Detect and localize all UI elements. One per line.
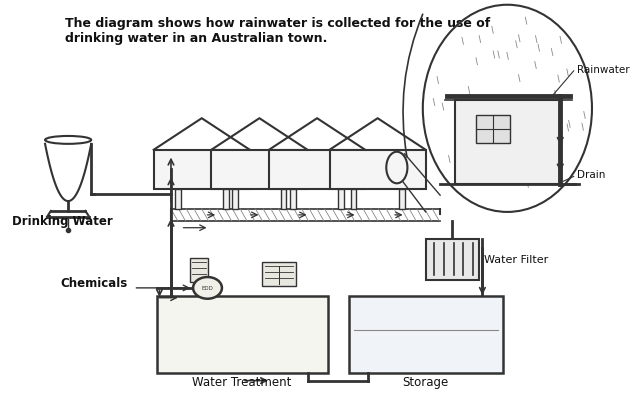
- Bar: [269, 150, 365, 190]
- Bar: [223, 190, 228, 209]
- Bar: [476, 116, 510, 143]
- Ellipse shape: [193, 278, 222, 299]
- Bar: [211, 150, 307, 190]
- Bar: [290, 190, 296, 209]
- Text: Water Filter: Water Filter: [484, 255, 548, 265]
- Bar: [157, 296, 328, 373]
- Bar: [426, 239, 479, 280]
- Bar: [338, 190, 344, 209]
- Bar: [154, 150, 250, 190]
- Text: Storage: Storage: [403, 375, 449, 388]
- Text: Drain: Drain: [577, 170, 605, 180]
- Bar: [399, 190, 404, 209]
- Text: Water Treatment: Water Treatment: [193, 375, 292, 388]
- Bar: [280, 190, 286, 209]
- Bar: [330, 150, 426, 190]
- Bar: [175, 190, 180, 209]
- Text: drinking water in an Australian town.: drinking water in an Australian town.: [65, 32, 328, 45]
- Bar: [232, 190, 238, 209]
- Text: Rainwater: Rainwater: [577, 65, 629, 75]
- Bar: [262, 263, 296, 286]
- Text: Chemicals: Chemicals: [60, 277, 128, 290]
- Text: The diagram shows how rainwater is collected for the use of: The diagram shows how rainwater is colle…: [65, 17, 490, 29]
- Bar: [349, 296, 502, 373]
- Text: Drinking Water: Drinking Water: [12, 214, 113, 227]
- Bar: [454, 101, 560, 185]
- Bar: [190, 259, 207, 282]
- Text: EDD: EDD: [202, 286, 214, 291]
- Bar: [351, 190, 356, 209]
